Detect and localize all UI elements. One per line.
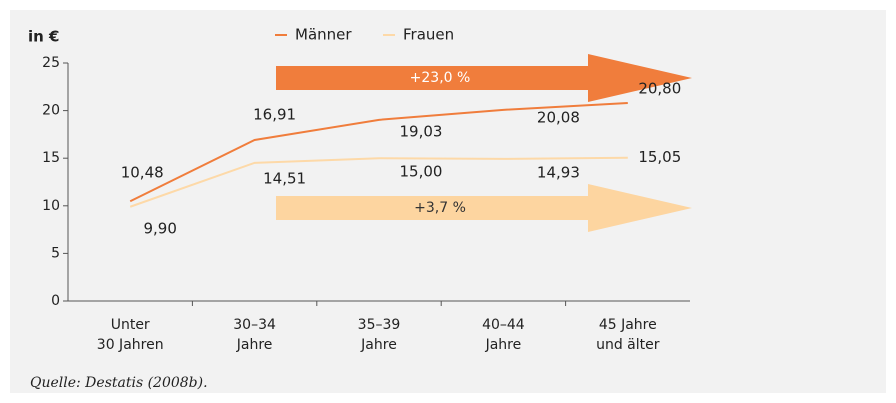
x-tick-label-line: Jahre: [360, 337, 397, 353]
x-tick-label-line: 30 Jahren: [97, 337, 164, 353]
x-tick-label-line: 30–34: [233, 317, 276, 333]
source: Quelle: Destatis (2008b).: [30, 375, 208, 391]
y-tick-label: 15: [42, 150, 60, 166]
x-tick-label-line: Jahre: [485, 337, 522, 353]
x-tick-label: Unter 30 Jahren: [97, 317, 164, 353]
value-label: 15,05: [638, 148, 681, 166]
x-tick-label-line: 35–39: [358, 317, 401, 333]
y-axis-label: in €: [28, 28, 59, 46]
x-tick-label: 40–44 Jahre: [482, 317, 525, 353]
annotation: +23,0 %: [410, 70, 471, 86]
y-tick-label: 20: [42, 103, 60, 119]
value-label: 14,93: [537, 163, 580, 181]
annotation: +3,7 %: [414, 200, 466, 216]
value-label: 19,03: [400, 122, 443, 140]
x-tick-label-line: Jahre: [236, 337, 273, 353]
legend-label: Männer: [295, 26, 352, 44]
value-label: 20,08: [537, 108, 580, 126]
arrow: [276, 54, 692, 102]
value-label: 20,80: [638, 79, 681, 97]
value-label: 14,51: [263, 169, 306, 187]
x-tick-label-line: und älter: [596, 337, 660, 353]
arrow: [276, 184, 692, 232]
x-tick-label: 30–34 Jahre: [233, 317, 276, 353]
value-label: 9,90: [143, 219, 176, 237]
value-label: 10,48: [121, 164, 164, 182]
series-line: [129, 101, 628, 203]
x-tick-label: 45 Jahre und älter: [596, 317, 660, 353]
x-tick-label-line: 40–44: [482, 317, 525, 333]
y-tick-label: 10: [42, 198, 60, 214]
legend-label: Frauen: [403, 26, 454, 44]
x-tick-label: 35–39 Jahre: [358, 317, 401, 353]
x-tick-label-line: Unter: [111, 317, 150, 333]
value-label: 15,00: [400, 163, 443, 181]
x-tick-label-line: 45 Jahre: [599, 317, 657, 333]
series-line: [129, 156, 628, 208]
y-tick-label: 0: [51, 293, 60, 309]
y-tick-label: 25: [42, 55, 60, 71]
y-tick-label: 5: [51, 245, 60, 261]
value-label: 16,91: [253, 106, 296, 124]
